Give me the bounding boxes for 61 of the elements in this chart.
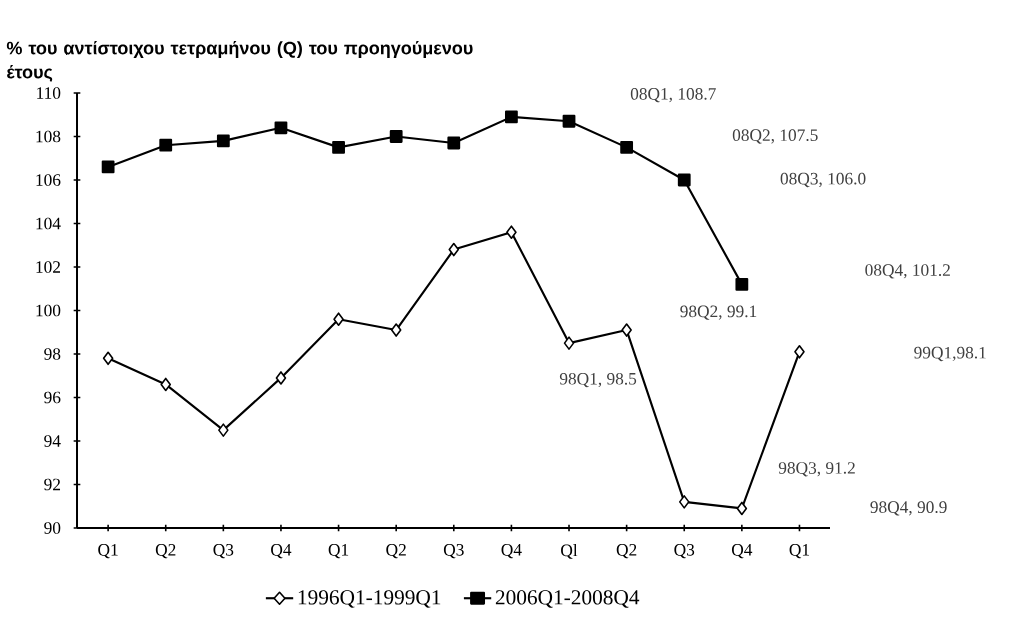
x-tick-label: Q3 [674, 544, 695, 559]
point [621, 323, 632, 337]
y-axis-title: % του αντίστοιχου τετραμήνου (Q) του προηγούμενου έτους [6, 40, 473, 82]
annotation: 08Q3, 106.0 [780, 172, 866, 188]
point [390, 323, 402, 337]
point [448, 242, 460, 257]
point [275, 371, 287, 385]
point [678, 495, 690, 509]
point [794, 345, 805, 359]
y-tick-label: 90 [44, 522, 61, 534]
x-tick-label: Q2 [616, 544, 637, 559]
point [274, 121, 288, 135]
point [735, 277, 749, 291]
annotation: 98Q1, 98.5 [559, 372, 637, 388]
x-tick-label: Q2 [386, 544, 406, 559]
point [620, 140, 634, 154]
x-tick-label: Q3 [213, 544, 234, 559]
annotation: 08Q1, 108.7 [630, 88, 716, 103]
x-tick-label: Q1 [98, 544, 118, 559]
y-tick-label: 96 [44, 391, 61, 404]
x-tick-label: Ql [561, 544, 578, 559]
annotation: 08Q2, 107.5 [732, 129, 818, 144]
y-tick-label: 94 [44, 435, 61, 447]
text: 08Q4, 101.2 [865, 264, 950, 279]
point [218, 423, 229, 437]
point [389, 130, 403, 143]
point [160, 377, 172, 392]
y-tick-label: 92 [44, 478, 61, 491]
x-tick-label: Q4 [501, 544, 522, 559]
legend-label: 2006Q1-2008Q4 [495, 590, 640, 608]
x-tick-label: Q4 [731, 544, 753, 559]
point [159, 138, 173, 152]
legend-label: 1996Q1-1999Q1 [298, 590, 441, 608]
annotation: 98Q2, 99.1 [680, 305, 757, 320]
x-tick-label: Q1 [328, 544, 349, 559]
point [102, 351, 114, 366]
point [505, 110, 518, 124]
x-tick-label: Q3 [443, 544, 464, 559]
y-tick-label: 110 [37, 87, 61, 99]
point [563, 336, 575, 350]
text: 98Q4, 90.9 [870, 501, 947, 516]
point [677, 173, 691, 187]
point [736, 501, 748, 516]
y-tick-label: 100 [36, 304, 61, 317]
point [506, 225, 517, 239]
y-tick-label: 102 [36, 261, 61, 273]
y-tick-label: 108 [36, 130, 61, 143]
x-tick-label: Q2 [155, 544, 176, 559]
point [332, 140, 345, 154]
y-tick-label: 106 [36, 174, 61, 186]
point [447, 136, 461, 150]
y-tick-label: 104 [36, 217, 61, 230]
point [562, 114, 576, 128]
point [216, 134, 230, 148]
point [333, 312, 344, 326]
point [101, 160, 115, 174]
y-tick-label: 98 [44, 348, 61, 360]
x-tick-label: Q1 [789, 544, 810, 559]
x-tick-label: Q4 [271, 544, 292, 559]
annotation: 98Q3, 91.2 [778, 462, 855, 477]
text: 99Q1,98.1 [914, 346, 986, 362]
